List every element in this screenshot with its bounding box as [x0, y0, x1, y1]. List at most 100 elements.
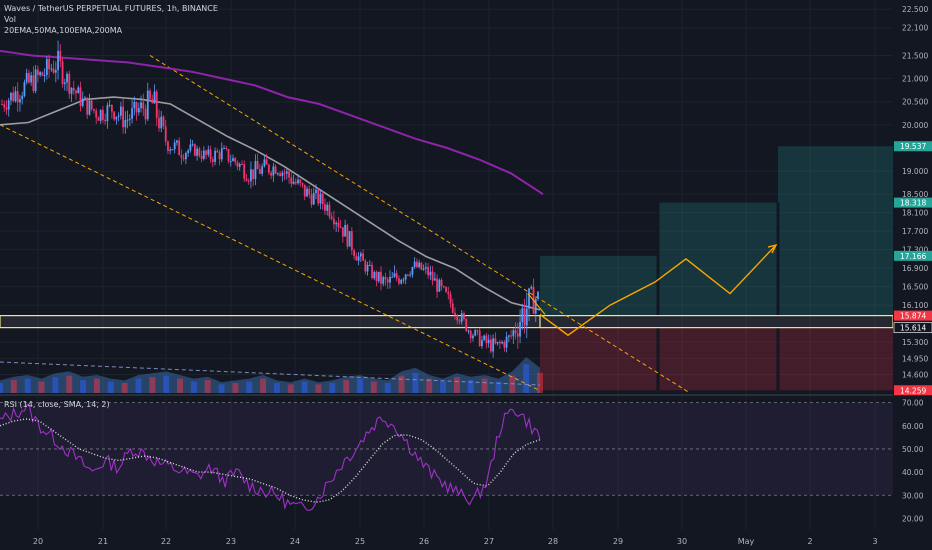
support-box[interactable] [0, 315, 894, 329]
candle-body [395, 273, 398, 279]
candle-body [270, 172, 273, 176]
price-badge[interactable] [894, 310, 932, 321]
candles [1, 40, 539, 358]
candle-body [21, 95, 24, 100]
entry-arrow [527, 293, 546, 315]
candle-body [151, 99, 154, 104]
time-tick: May [738, 537, 755, 546]
candle-body [241, 164, 243, 166]
price-tick: 14.950 [902, 354, 928, 363]
price-badge[interactable] [894, 385, 932, 396]
candle-body [146, 90, 149, 120]
candle-body [108, 104, 111, 106]
channel-upper[interactable] [149, 55, 691, 394]
candle-body [191, 144, 194, 146]
candle-body [178, 140, 181, 156]
volume-bar [523, 364, 530, 393]
volume-bars [0, 357, 543, 393]
price-tick: 18.500 [902, 190, 928, 199]
candle-body [319, 193, 322, 204]
candle-body [16, 91, 19, 103]
price-badge[interactable] [894, 141, 932, 152]
candle-body [164, 126, 167, 142]
candle-body [135, 102, 138, 113]
candle-body [223, 147, 225, 149]
candle-body [490, 339, 492, 352]
volume-bar [329, 382, 336, 393]
price-badge-label: 14.259 [900, 386, 926, 395]
candle-body [265, 159, 268, 165]
volume-bar [370, 381, 377, 393]
candle-body [326, 204, 329, 211]
candle-body [214, 150, 216, 162]
stop-zone[interactable] [540, 327, 893, 391]
volume-bar [467, 380, 474, 393]
candle-body [528, 288, 530, 309]
candle-body [285, 171, 288, 174]
price-tick: 16.100 [902, 301, 928, 310]
candle-body [229, 161, 232, 163]
time-axis[interactable]: 20 21 22 23 24 25 26 27 28 29 30 May 2 3 [0, 531, 932, 550]
candle-body [81, 98, 84, 106]
target-zone-2[interactable] [658, 202, 778, 316]
grid-lines [0, 0, 932, 530]
projection-path[interactable] [527, 243, 778, 337]
price-tick: 21.000 [902, 75, 928, 84]
target-zone-3[interactable] [778, 146, 893, 316]
candle-body [50, 68, 53, 70]
volume-bar [163, 375, 170, 393]
trend-channel[interactable] [0, 55, 691, 394]
time-tick: 29 [613, 537, 623, 546]
candle-body [501, 342, 504, 344]
candle-body [173, 142, 176, 150]
candle-body [261, 166, 264, 174]
candle-body [292, 181, 295, 184]
price-badge[interactable] [893, 322, 932, 334]
price-tick: 14.600 [902, 371, 928, 380]
price-axis[interactable]: 22.500 22.100 21.500 21.000 20.500 20.000 19.0… [893, 0, 932, 550]
price-badge-label: 15.874 [900, 312, 926, 321]
candle-body [88, 100, 91, 115]
candle-body [198, 148, 201, 156]
candle-body [102, 109, 104, 120]
price-badge[interactable] [894, 197, 932, 208]
volume-bar [537, 372, 543, 393]
candle-body [366, 264, 369, 272]
projection-line[interactable] [539, 244, 777, 337]
price-tick: 19.000 [902, 167, 928, 176]
candle-body [512, 330, 515, 337]
candle-body [84, 97, 86, 99]
candle-body [442, 286, 445, 288]
price-badge[interactable] [894, 250, 932, 261]
candle-body [371, 264, 373, 279]
time-tick: 30 [677, 537, 687, 546]
volume-bar [301, 381, 308, 393]
trade-zones[interactable] [0, 146, 894, 391]
candle-body [93, 109, 95, 111]
candle-body [306, 188, 308, 197]
candle-body [254, 161, 257, 180]
target-zone-1[interactable] [540, 255, 658, 316]
candle-body [507, 335, 510, 337]
candle-body [299, 179, 302, 184]
candle-body [324, 204, 326, 211]
candle-body [364, 260, 367, 272]
volume-bar [149, 377, 156, 393]
candle-body [525, 308, 528, 326]
volume-bar [481, 378, 488, 393]
candle-body [386, 279, 389, 283]
candle-body [458, 320, 461, 322]
candle-body [12, 92, 15, 102]
volume-bar [315, 384, 322, 393]
candle-body [393, 273, 396, 277]
candle-body [104, 119, 107, 122]
candle-body [537, 291, 539, 299]
candle-body [259, 169, 261, 174]
candle-body [247, 180, 250, 182]
candle-body [362, 253, 364, 261]
candle-body [516, 333, 519, 337]
candle-body [328, 204, 331, 217]
channel-lower[interactable] [0, 124, 541, 392]
candle-body [167, 141, 169, 151]
